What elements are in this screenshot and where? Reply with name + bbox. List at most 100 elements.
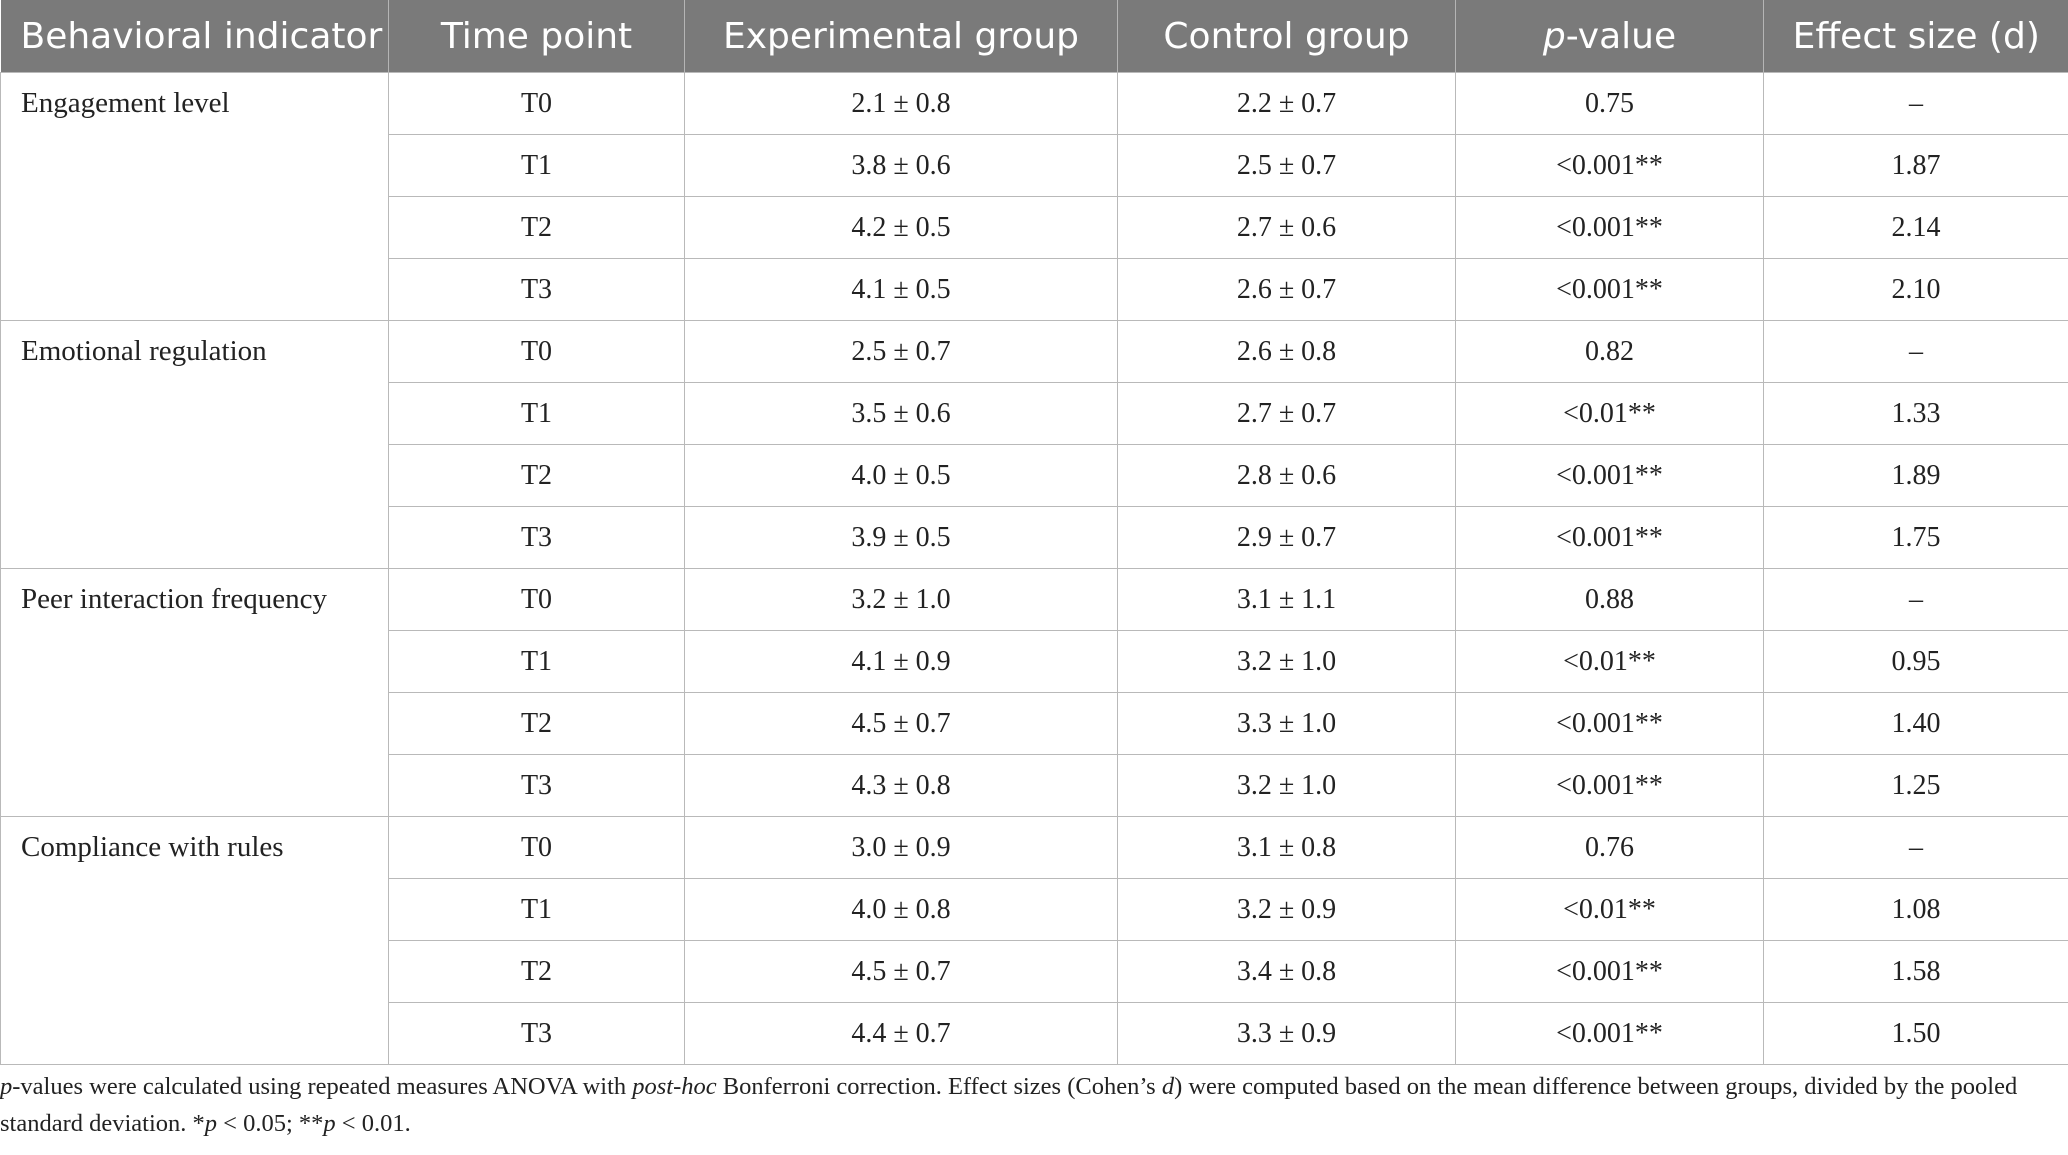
time-point-cell: T2 bbox=[388, 444, 685, 507]
experimental-group-cell: 3.5 ± 0.6 bbox=[684, 382, 1118, 445]
effect-size-cell: 1.87 bbox=[1763, 134, 2068, 197]
time-point-cell: T0 bbox=[388, 72, 685, 135]
behavioral-indicator-cell: Peer interaction frequency bbox=[0, 568, 389, 817]
control-group-cell: 2.2 ± 0.7 bbox=[1117, 72, 1456, 135]
p-value-cell: <0.01** bbox=[1455, 630, 1764, 693]
experimental-group-cell: 3.2 ± 1.0 bbox=[684, 568, 1118, 631]
control-group-cell: 2.8 ± 0.6 bbox=[1117, 444, 1456, 507]
experimental-group-cell: 4.1 ± 0.5 bbox=[684, 258, 1118, 321]
results-table: Behavioral indicator Time point Experime… bbox=[0, 0, 2068, 1065]
control-group-cell: 3.2 ± 1.0 bbox=[1117, 754, 1456, 817]
effect-size-cell: 1.08 bbox=[1763, 878, 2068, 941]
time-point-cell: T2 bbox=[388, 196, 685, 259]
experimental-group-cell: 4.2 ± 0.5 bbox=[684, 196, 1118, 259]
footnote-text: ) were computed based on the mean differ… bbox=[0, 1073, 2018, 1137]
table-row: T2 4.5 ± 0.7 3.4 ± 0.8 <0.001** 1.58 bbox=[1, 940, 2068, 1003]
p-value-cell: <0.001** bbox=[1455, 1002, 1764, 1065]
table-row: T1 4.0 ± 0.8 3.2 ± 0.9 <0.01** 1.08 bbox=[1, 878, 2068, 941]
footnote-italic: d bbox=[1161, 1073, 1175, 1100]
header-time-point: Time point bbox=[388, 0, 685, 73]
time-point-cell: T3 bbox=[388, 1002, 685, 1065]
p-value-cell: <0.001** bbox=[1455, 134, 1764, 197]
experimental-group-cell: 4.4 ± 0.7 bbox=[684, 1002, 1118, 1065]
time-point-cell: T3 bbox=[388, 258, 685, 321]
control-group-cell: 3.3 ± 1.0 bbox=[1117, 692, 1456, 755]
effect-size-cell: 1.58 bbox=[1763, 940, 2068, 1003]
footnote-text: -values were calculated using repeated m… bbox=[12, 1073, 633, 1100]
p-value-cell: <0.001** bbox=[1455, 506, 1764, 569]
time-point-cell: T1 bbox=[388, 630, 685, 693]
control-group-cell: 3.2 ± 0.9 bbox=[1117, 878, 1456, 941]
p-value-cell: <0.001** bbox=[1455, 444, 1764, 507]
header-behavioral-indicator: Behavioral indicator bbox=[0, 0, 389, 73]
p-value-cell: <0.001** bbox=[1455, 692, 1764, 755]
footnote-text: < 0.05; ** bbox=[217, 1110, 324, 1137]
table-row: T3 4.1 ± 0.5 2.6 ± 0.7 <0.001** 2.10 bbox=[1, 258, 2068, 321]
time-point-cell: T0 bbox=[388, 816, 685, 879]
effect-size-cell: – bbox=[1763, 320, 2068, 383]
effect-size-cell: 2.14 bbox=[1763, 196, 2068, 259]
behavioral-indicator-cell: Emotional regulation bbox=[0, 320, 389, 569]
experimental-group-cell: 4.1 ± 0.9 bbox=[684, 630, 1118, 693]
effect-size-cell: 0.95 bbox=[1763, 630, 2068, 693]
effect-size-cell: 2.10 bbox=[1763, 258, 2068, 321]
experimental-group-cell: 4.0 ± 0.8 bbox=[684, 878, 1118, 941]
header-control-group: Control group bbox=[1117, 0, 1456, 73]
experimental-group-cell: 4.5 ± 0.7 bbox=[684, 692, 1118, 755]
table-footnote: p-values were calculated using repeated … bbox=[0, 1068, 2040, 1142]
time-point-cell: T1 bbox=[388, 382, 685, 445]
table-row: Emotional regulation T0 2.5 ± 0.7 2.6 ± 0.8… bbox=[0, 320, 2068, 569]
experimental-group-cell: 4.0 ± 0.5 bbox=[684, 444, 1118, 507]
control-group-cell: 3.3 ± 0.9 bbox=[1117, 1002, 1456, 1065]
control-group-cell: 2.7 ± 0.7 bbox=[1117, 382, 1456, 445]
control-group-cell: 2.7 ± 0.6 bbox=[1117, 196, 1456, 259]
p-value-cell: <0.001** bbox=[1455, 258, 1764, 321]
p-value-cell: <0.001** bbox=[1455, 754, 1764, 817]
p-value-cell: 0.75 bbox=[1455, 72, 1764, 135]
control-group-cell: 2.6 ± 0.7 bbox=[1117, 258, 1456, 321]
table-row: T2 4.2 ± 0.5 2.7 ± 0.6 <0.001** 2.14 bbox=[1, 196, 2068, 259]
experimental-group-cell: 2.5 ± 0.7 bbox=[684, 320, 1118, 383]
effect-size-cell: – bbox=[1763, 816, 2068, 879]
header-p-italic: p bbox=[1542, 15, 1566, 57]
footnote-italic: p bbox=[0, 1073, 13, 1100]
table-row: T3 3.9 ± 0.5 2.9 ± 0.7 <0.001** 1.75 bbox=[1, 506, 2068, 569]
table-row: T1 3.5 ± 0.6 2.7 ± 0.7 <0.01** 1.33 bbox=[1, 382, 2068, 445]
effect-size-cell: 1.89 bbox=[1763, 444, 2068, 507]
behavioral-indicator-cell: Engagement level bbox=[0, 72, 389, 321]
time-point-cell: T2 bbox=[388, 940, 685, 1003]
time-point-cell: T3 bbox=[388, 754, 685, 817]
control-group-cell: 3.1 ± 0.8 bbox=[1117, 816, 1456, 879]
table-row: Peer interaction frequency T0 3.2 ± 1.0 3.1… bbox=[0, 568, 2068, 817]
header-p-value: p-value bbox=[1455, 0, 1764, 73]
p-value-cell: 0.82 bbox=[1455, 320, 1764, 383]
p-value-cell: <0.001** bbox=[1455, 196, 1764, 259]
effect-size-cell: 1.40 bbox=[1763, 692, 2068, 755]
effect-size-cell: 1.25 bbox=[1763, 754, 2068, 817]
control-group-cell: 3.4 ± 0.8 bbox=[1117, 940, 1456, 1003]
time-point-cell: T2 bbox=[388, 692, 685, 755]
p-value-cell: <0.01** bbox=[1455, 382, 1764, 445]
header-row: Behavioral indicator Time point Experime… bbox=[0, 0, 2068, 73]
footnote-text: Bonferroni correction. Effect sizes (Coh… bbox=[716, 1073, 1162, 1100]
control-group-cell: 3.2 ± 1.0 bbox=[1117, 630, 1456, 693]
time-point-cell: T0 bbox=[388, 568, 685, 631]
table-row: T3 4.4 ± 0.7 3.3 ± 0.9 <0.001** 1.50 bbox=[1, 1002, 2068, 1065]
results-table-container: Behavioral indicator Time point Experime… bbox=[0, 0, 2068, 1065]
experimental-group-cell: 4.5 ± 0.7 bbox=[684, 940, 1118, 1003]
table-row: Compliance with rules T0 3.0 ± 0.9 3.1 ± 0.… bbox=[0, 816, 2068, 1065]
time-point-cell: T1 bbox=[388, 878, 685, 941]
time-point-cell: T3 bbox=[388, 506, 685, 569]
footnote-italic: post-hoc bbox=[632, 1073, 717, 1100]
effect-size-cell: – bbox=[1763, 72, 2068, 135]
footnote-italic: p bbox=[323, 1110, 336, 1137]
p-value-cell: 0.88 bbox=[1455, 568, 1764, 631]
control-group-cell: 2.6 ± 0.8 bbox=[1117, 320, 1456, 383]
table-body: Engagement level T0 2.1 ± 0.8 2.2 ± 0.7 0.75… bbox=[0, 72, 2068, 1065]
behavioral-indicator-cell: Compliance with rules bbox=[0, 816, 389, 1065]
header-experimental-group: Experimental group bbox=[684, 0, 1118, 73]
header-p-rest: -value bbox=[1565, 15, 1677, 57]
control-group-cell: 2.5 ± 0.7 bbox=[1117, 134, 1456, 197]
control-group-cell: 2.9 ± 0.7 bbox=[1117, 506, 1456, 569]
experimental-group-cell: 2.1 ± 0.8 bbox=[684, 72, 1118, 135]
